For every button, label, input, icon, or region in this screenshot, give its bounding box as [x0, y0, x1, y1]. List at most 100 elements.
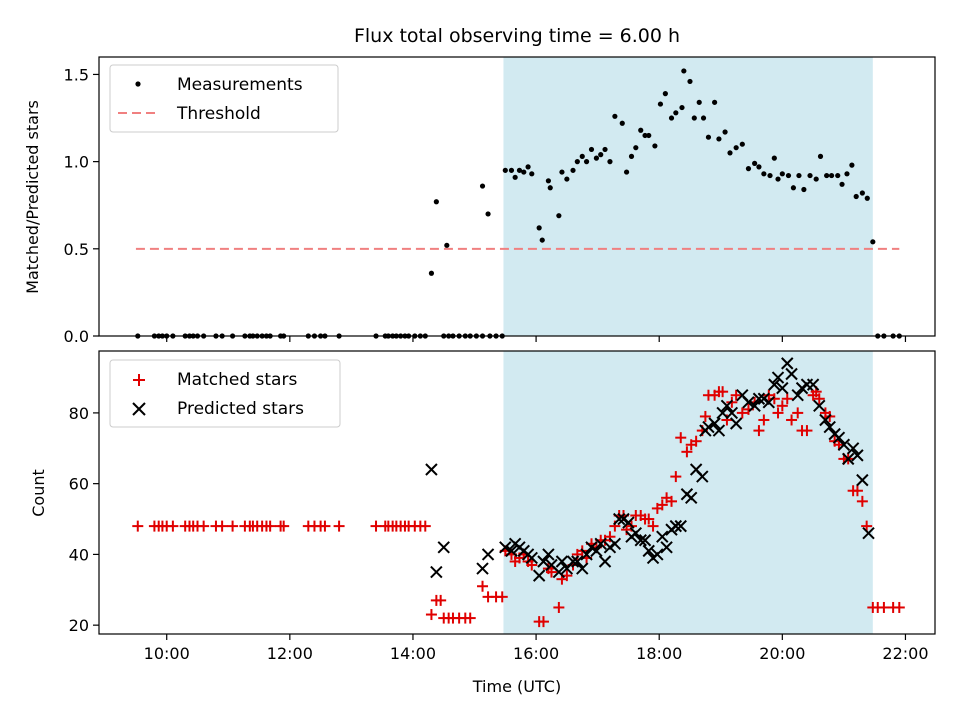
bottom-xtick-label: 18:00: [636, 644, 682, 663]
measurement-point: [839, 181, 845, 187]
matched-star-point: [851, 485, 863, 497]
predicted-star-point: [542, 548, 555, 561]
matched-star-point: [477, 580, 489, 592]
matched-star-point: [647, 520, 659, 532]
measurement-point: [619, 120, 625, 126]
top-y-axis: 0.0 0.5 1.0 1.5: [64, 65, 99, 346]
bottom-legend: Matched stars Predicted stars: [109, 359, 341, 428]
matched-star-point: [675, 432, 687, 444]
matched-star-point: [537, 616, 549, 628]
measurement-point: [652, 143, 658, 149]
matched-star-point: [464, 612, 476, 624]
predicted-star-point: [430, 565, 443, 579]
predicted-star-point: [660, 541, 673, 554]
matched-star-point: [893, 601, 905, 613]
predicted-star-point: [642, 544, 655, 558]
matched-star-point: [776, 400, 788, 412]
bottom-xtick-label: 14:00: [390, 644, 436, 663]
measurement-point: [691, 115, 697, 121]
measurement-point: [433, 199, 439, 205]
measurement-point: [564, 176, 570, 182]
bottom-xtick-label: 10:00: [144, 644, 190, 663]
measurement-point: [712, 99, 718, 105]
legend-threshold: Threshold: [176, 104, 261, 124]
legend-measurements: Measurements: [177, 75, 303, 95]
top-ytick-label: 0.5: [64, 240, 89, 259]
predicted-star-point: [476, 562, 489, 575]
top-legend: Measurements Threshold: [109, 64, 339, 133]
predicted-star-point: [576, 562, 589, 575]
measurement-point: [756, 164, 762, 170]
measurement-point: [545, 178, 551, 184]
measurement-point: [623, 169, 630, 175]
matched-star-point: [772, 407, 784, 419]
measurement-point: [583, 159, 590, 165]
measurement-point: [673, 110, 679, 116]
predicted-star-point: [598, 555, 612, 568]
predicted-star-point: [612, 512, 626, 526]
measurement-point: [521, 169, 527, 175]
measurement-point: [579, 153, 585, 159]
measurement-point: [598, 152, 604, 158]
measurement-point: [679, 104, 685, 111]
measurement-point: [502, 167, 508, 173]
measurement-point: [508, 167, 515, 173]
matched-star-point: [419, 520, 431, 532]
predicted-star-point: [571, 555, 584, 568]
matched-star-point: [333, 520, 345, 532]
measurement-point: [790, 185, 797, 191]
matched-star-point: [132, 520, 144, 532]
measurement-point: [835, 172, 841, 179]
predicted-star-point: [791, 389, 804, 402]
predicted-star-point: [768, 378, 781, 391]
legend-matched: Matched stars: [177, 370, 297, 390]
measurement-point: [662, 91, 668, 97]
predicted-star-point: [862, 526, 875, 540]
predicted-star-point: [525, 551, 538, 565]
top-observing-span: [503, 57, 873, 336]
measurement-point: [668, 115, 675, 121]
measurement-point: [687, 78, 693, 85]
predicted-star-point: [776, 381, 789, 395]
measurement-point: [828, 172, 835, 179]
bottom-xtick-label: 20:00: [759, 644, 805, 663]
predicted-star-point: [813, 399, 826, 413]
bottom-ytick-label: 80: [69, 404, 89, 423]
matched-star-point: [435, 594, 447, 606]
top-legend-box: [109, 64, 339, 133]
matched-star-point: [730, 389, 742, 401]
top-ytick-label: 1.0: [64, 153, 89, 172]
measurement-point: [638, 127, 644, 133]
predicted-star-point: [856, 473, 869, 487]
predicted-star-point: [708, 417, 721, 430]
matched-star-point: [656, 499, 668, 511]
bottom-y-axis: 20 40 60 80: [69, 404, 99, 635]
predicted-star-point: [851, 449, 864, 462]
matched-star-point: [768, 393, 780, 405]
matched-star-point: [736, 407, 748, 419]
top-x-ticks: [166, 336, 907, 342]
top-y-axis-label: Matched/Predicted stars: [23, 100, 42, 294]
measurement-point: [593, 155, 600, 161]
measurement-point: [807, 172, 813, 179]
matched-star-point: [264, 520, 276, 532]
predicted-star-point: [696, 470, 709, 483]
predicted-star-points: [425, 357, 875, 582]
predicted-star-point: [594, 537, 607, 551]
measurement-point: [775, 176, 781, 182]
measurement-point: [444, 242, 450, 248]
legend-predicted: Predicted stars: [177, 399, 304, 419]
measurement-point: [525, 164, 531, 170]
measurement-point: [844, 171, 850, 177]
measurement-point: [745, 166, 752, 172]
bottom-legend-box: [109, 359, 341, 428]
measurement-point: [681, 68, 687, 74]
top-ytick-label: 1.5: [64, 65, 89, 84]
matched-star-point: [666, 495, 678, 507]
measurement-point: [539, 237, 545, 243]
bottom-ytick-label: 40: [69, 545, 89, 564]
measurement-point: [602, 146, 608, 153]
matched-star-point: [319, 520, 331, 532]
matched-star-point: [856, 495, 868, 507]
bottom-ytick-label: 60: [69, 475, 89, 494]
